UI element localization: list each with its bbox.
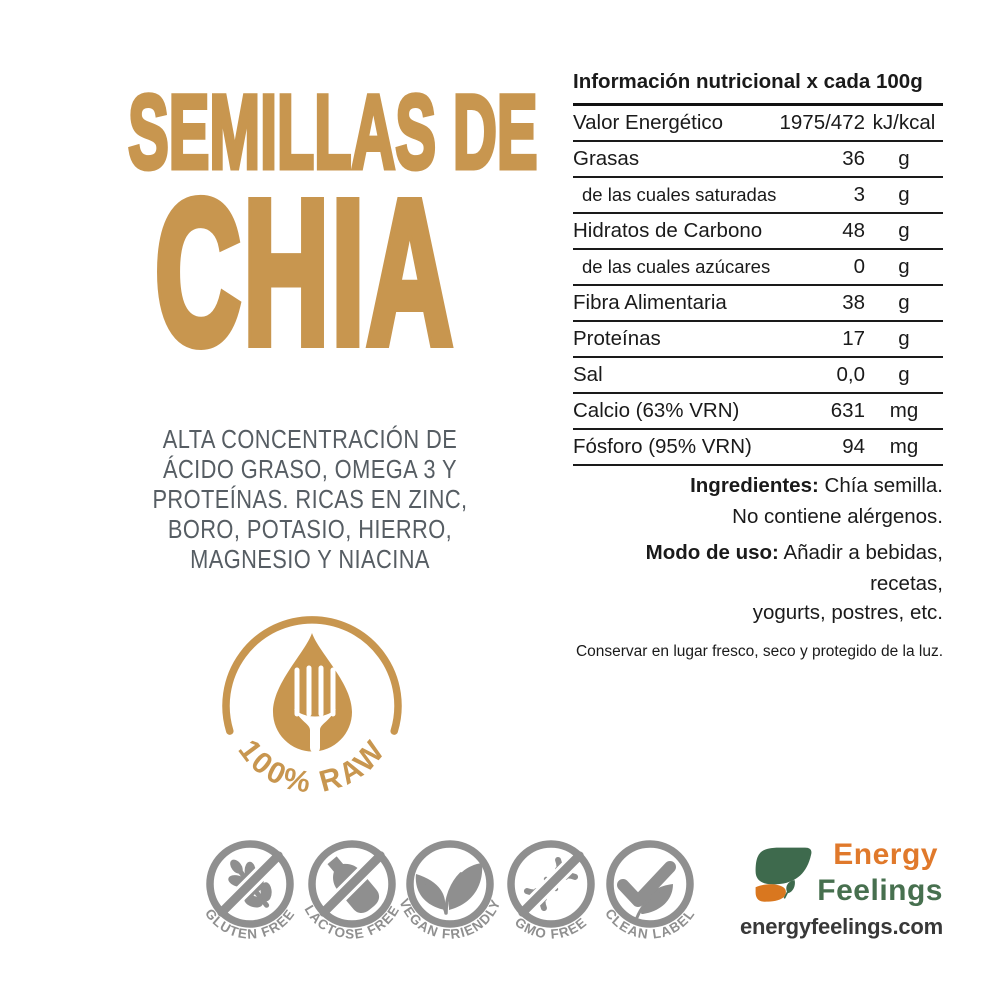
product-title-line2: CHIA xyxy=(152,158,455,387)
row-value: 94 xyxy=(842,435,865,458)
storage-line: Conservar en lugar fresco, seco y proteg… xyxy=(575,643,943,660)
row-value: 48 xyxy=(842,219,865,242)
row-label: Fósforo (95% VRN) xyxy=(573,435,752,458)
row-unit: g xyxy=(898,219,910,242)
slash-icon xyxy=(217,851,283,917)
gluten-free-badge: GLUTEN FREE xyxy=(202,840,297,942)
description-line: BORO, POTASIO, HIERRO, xyxy=(167,514,453,544)
row-unit: kJ/kcal xyxy=(872,111,936,134)
nutrition-table-header: Información nutricional x cada 100g xyxy=(573,70,943,106)
slash-icon xyxy=(319,851,385,917)
row-label: Valor Energético xyxy=(573,111,724,134)
description-line: PROTEÍNAS. RICAS EN ZINC, xyxy=(152,484,468,514)
vegan-friendly-badge: VEGAN FRIENDLY xyxy=(396,840,502,942)
table-row: de las cuales azúcares 0 g xyxy=(573,250,943,286)
description-line: MAGNESIO Y NIACINA xyxy=(190,544,430,574)
circle-ring xyxy=(206,840,294,928)
usage-text: Añadir a bebidas, recetas, xyxy=(778,541,943,595)
row-value: 631 xyxy=(830,399,865,422)
row-label: Calcio (63% VRN) xyxy=(573,399,740,422)
allergens-line: No contiene alérgenos. xyxy=(732,505,943,528)
clean-label-badge: CLEAN LABEL xyxy=(602,840,697,942)
slash-icon xyxy=(518,851,584,917)
brand-name-energy: Energy xyxy=(833,838,938,871)
product-title-line1: SEMILLAS DE xyxy=(127,74,539,191)
row-unit: g xyxy=(898,183,910,206)
usage-line: Modo de uso: Añadir a bebidas, recetas, xyxy=(573,537,943,599)
row-value: 36 xyxy=(842,147,865,170)
row-label: de las cuales azúcares xyxy=(582,256,771,277)
check-leaf-icon xyxy=(617,861,676,925)
brand-logo-mark-icon xyxy=(755,847,812,902)
row-value: 0 xyxy=(853,255,865,278)
row-unit: g xyxy=(898,147,910,170)
row-unit: mg xyxy=(889,435,919,458)
table-row: Proteínas 17 g xyxy=(573,322,943,358)
circle-ring xyxy=(308,840,396,928)
row-value: 38 xyxy=(842,291,865,314)
lactose-free-badge: LACTOSE FREE xyxy=(302,840,401,942)
nutrition-table: Información nutricional x cada 100g Valo… xyxy=(573,70,943,466)
raw-badge: 100% RAW xyxy=(222,616,402,800)
row-value: 1975/472 xyxy=(779,111,865,134)
row-label: Grasas xyxy=(573,147,640,170)
table-row: Calcio (63% VRN) 631 mg xyxy=(573,394,943,430)
row-value: 0,0 xyxy=(836,363,866,386)
usage-line2: yogurts, postres, etc. xyxy=(752,601,943,624)
table-row: Fósforo (95% VRN) 94 mg xyxy=(573,430,943,466)
fork-drop-icon xyxy=(222,616,402,753)
leaves-icon xyxy=(415,863,483,915)
row-unit: g xyxy=(898,363,910,386)
info-block: Ingredientes: Chía semilla. No contiene … xyxy=(573,470,943,662)
table-row: Valor Energético 1975/472 kJ/kcal xyxy=(573,106,943,142)
table-row: de las cuales saturadas 3 g xyxy=(573,178,943,214)
row-label: de las cuales saturadas xyxy=(582,184,777,205)
row-unit: mg xyxy=(889,399,919,422)
brand-logo: Energy Feelings energyfeelings.com xyxy=(735,830,945,952)
brand-name-feelings: Feelings xyxy=(817,874,943,907)
description-line: ALTA CONCENTRACIÓN DE xyxy=(162,424,458,454)
table-row: Fibra Alimentaria 38 g xyxy=(573,286,943,322)
row-label: Fibra Alimentaria xyxy=(573,291,727,314)
row-unit: g xyxy=(898,291,910,314)
ingredients-line: Ingredientes: Chía semilla. xyxy=(573,470,943,501)
brand-website: energyfeelings.com xyxy=(739,914,943,939)
gmo-free-badge: GMO FREE xyxy=(507,840,595,942)
row-unit: g xyxy=(898,255,910,278)
row-label: Sal xyxy=(573,363,603,386)
ingredients-text: Chía semilla. xyxy=(818,474,944,497)
circle-ring xyxy=(406,840,494,928)
row-value: 3 xyxy=(853,183,865,206)
row-value: 17 xyxy=(842,327,865,350)
table-row: Grasas 36 g xyxy=(573,142,943,178)
badge-label: GMO FREE xyxy=(512,914,590,941)
table-row: Sal 0,0 g xyxy=(573,358,943,394)
row-label: Proteínas xyxy=(573,327,661,350)
description-line: ÁCIDO GRASO, OMEGA 3 Y xyxy=(162,454,458,484)
table-row: Hidratos de Carbono 48 g xyxy=(573,214,943,250)
ingredients-label: Ingredientes: xyxy=(690,474,819,497)
usage-label: Modo de uso: xyxy=(645,541,779,564)
product-description: ALTA CONCENTRACIÓN DE ÁCIDO GRASO, OMEGA… xyxy=(104,424,516,574)
circle-ring xyxy=(606,840,694,928)
row-label: Hidratos de Carbono xyxy=(573,219,763,242)
circle-ring xyxy=(507,840,595,928)
row-unit: g xyxy=(898,327,910,350)
